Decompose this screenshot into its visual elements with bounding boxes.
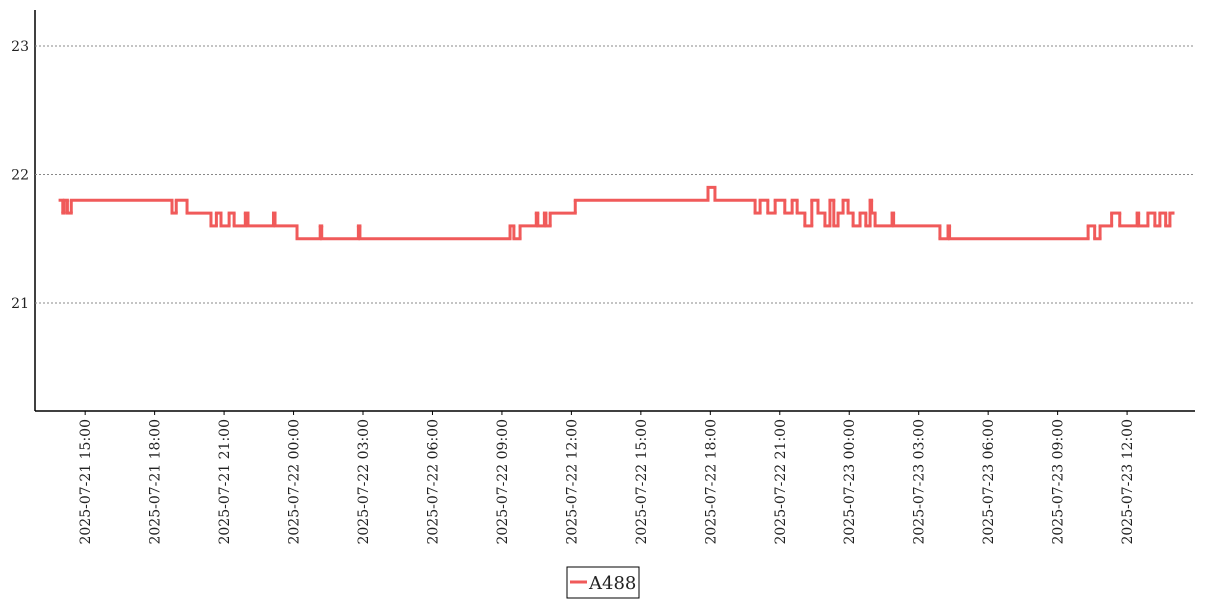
x-tick-label: 2025-07-22 03:00: [356, 419, 372, 545]
x-tick-label: 2025-07-22 00:00: [287, 419, 303, 545]
y-tick-label: 23: [11, 39, 29, 55]
y-tick-label: 21: [11, 296, 29, 312]
x-tick-label: 2025-07-23 09:00: [1051, 419, 1067, 545]
x-tick-label: 2025-07-22 12:00: [564, 419, 580, 545]
legend: A488: [566, 566, 640, 599]
x-tick-label: 2025-07-22 18:00: [703, 419, 719, 545]
x-tick-label: 2025-07-21 21:00: [217, 419, 233, 545]
x-tick-label: 2025-07-22 06:00: [425, 419, 441, 545]
x-tick-label: 2025-07-22 15:00: [634, 419, 650, 545]
x-tick-label: 2025-07-23 12:00: [1120, 419, 1136, 545]
x-tick-label: 2025-07-21 18:00: [148, 419, 164, 545]
x-tick-label: 2025-07-23 06:00: [981, 419, 997, 545]
y-tick-label: 22: [11, 168, 29, 184]
series-line: [58, 185, 1175, 241]
x-tick-label: 2025-07-22 21:00: [773, 419, 789, 545]
x-tick-label: 2025-07-22 09:00: [495, 419, 511, 545]
x-tick-label: 2025-07-23 03:00: [912, 419, 928, 545]
x-tick-label: 2025-07-23 00:00: [842, 419, 858, 545]
legend-label: A488: [588, 573, 636, 594]
x-tick-label: 2025-07-21 15:00: [78, 419, 94, 545]
